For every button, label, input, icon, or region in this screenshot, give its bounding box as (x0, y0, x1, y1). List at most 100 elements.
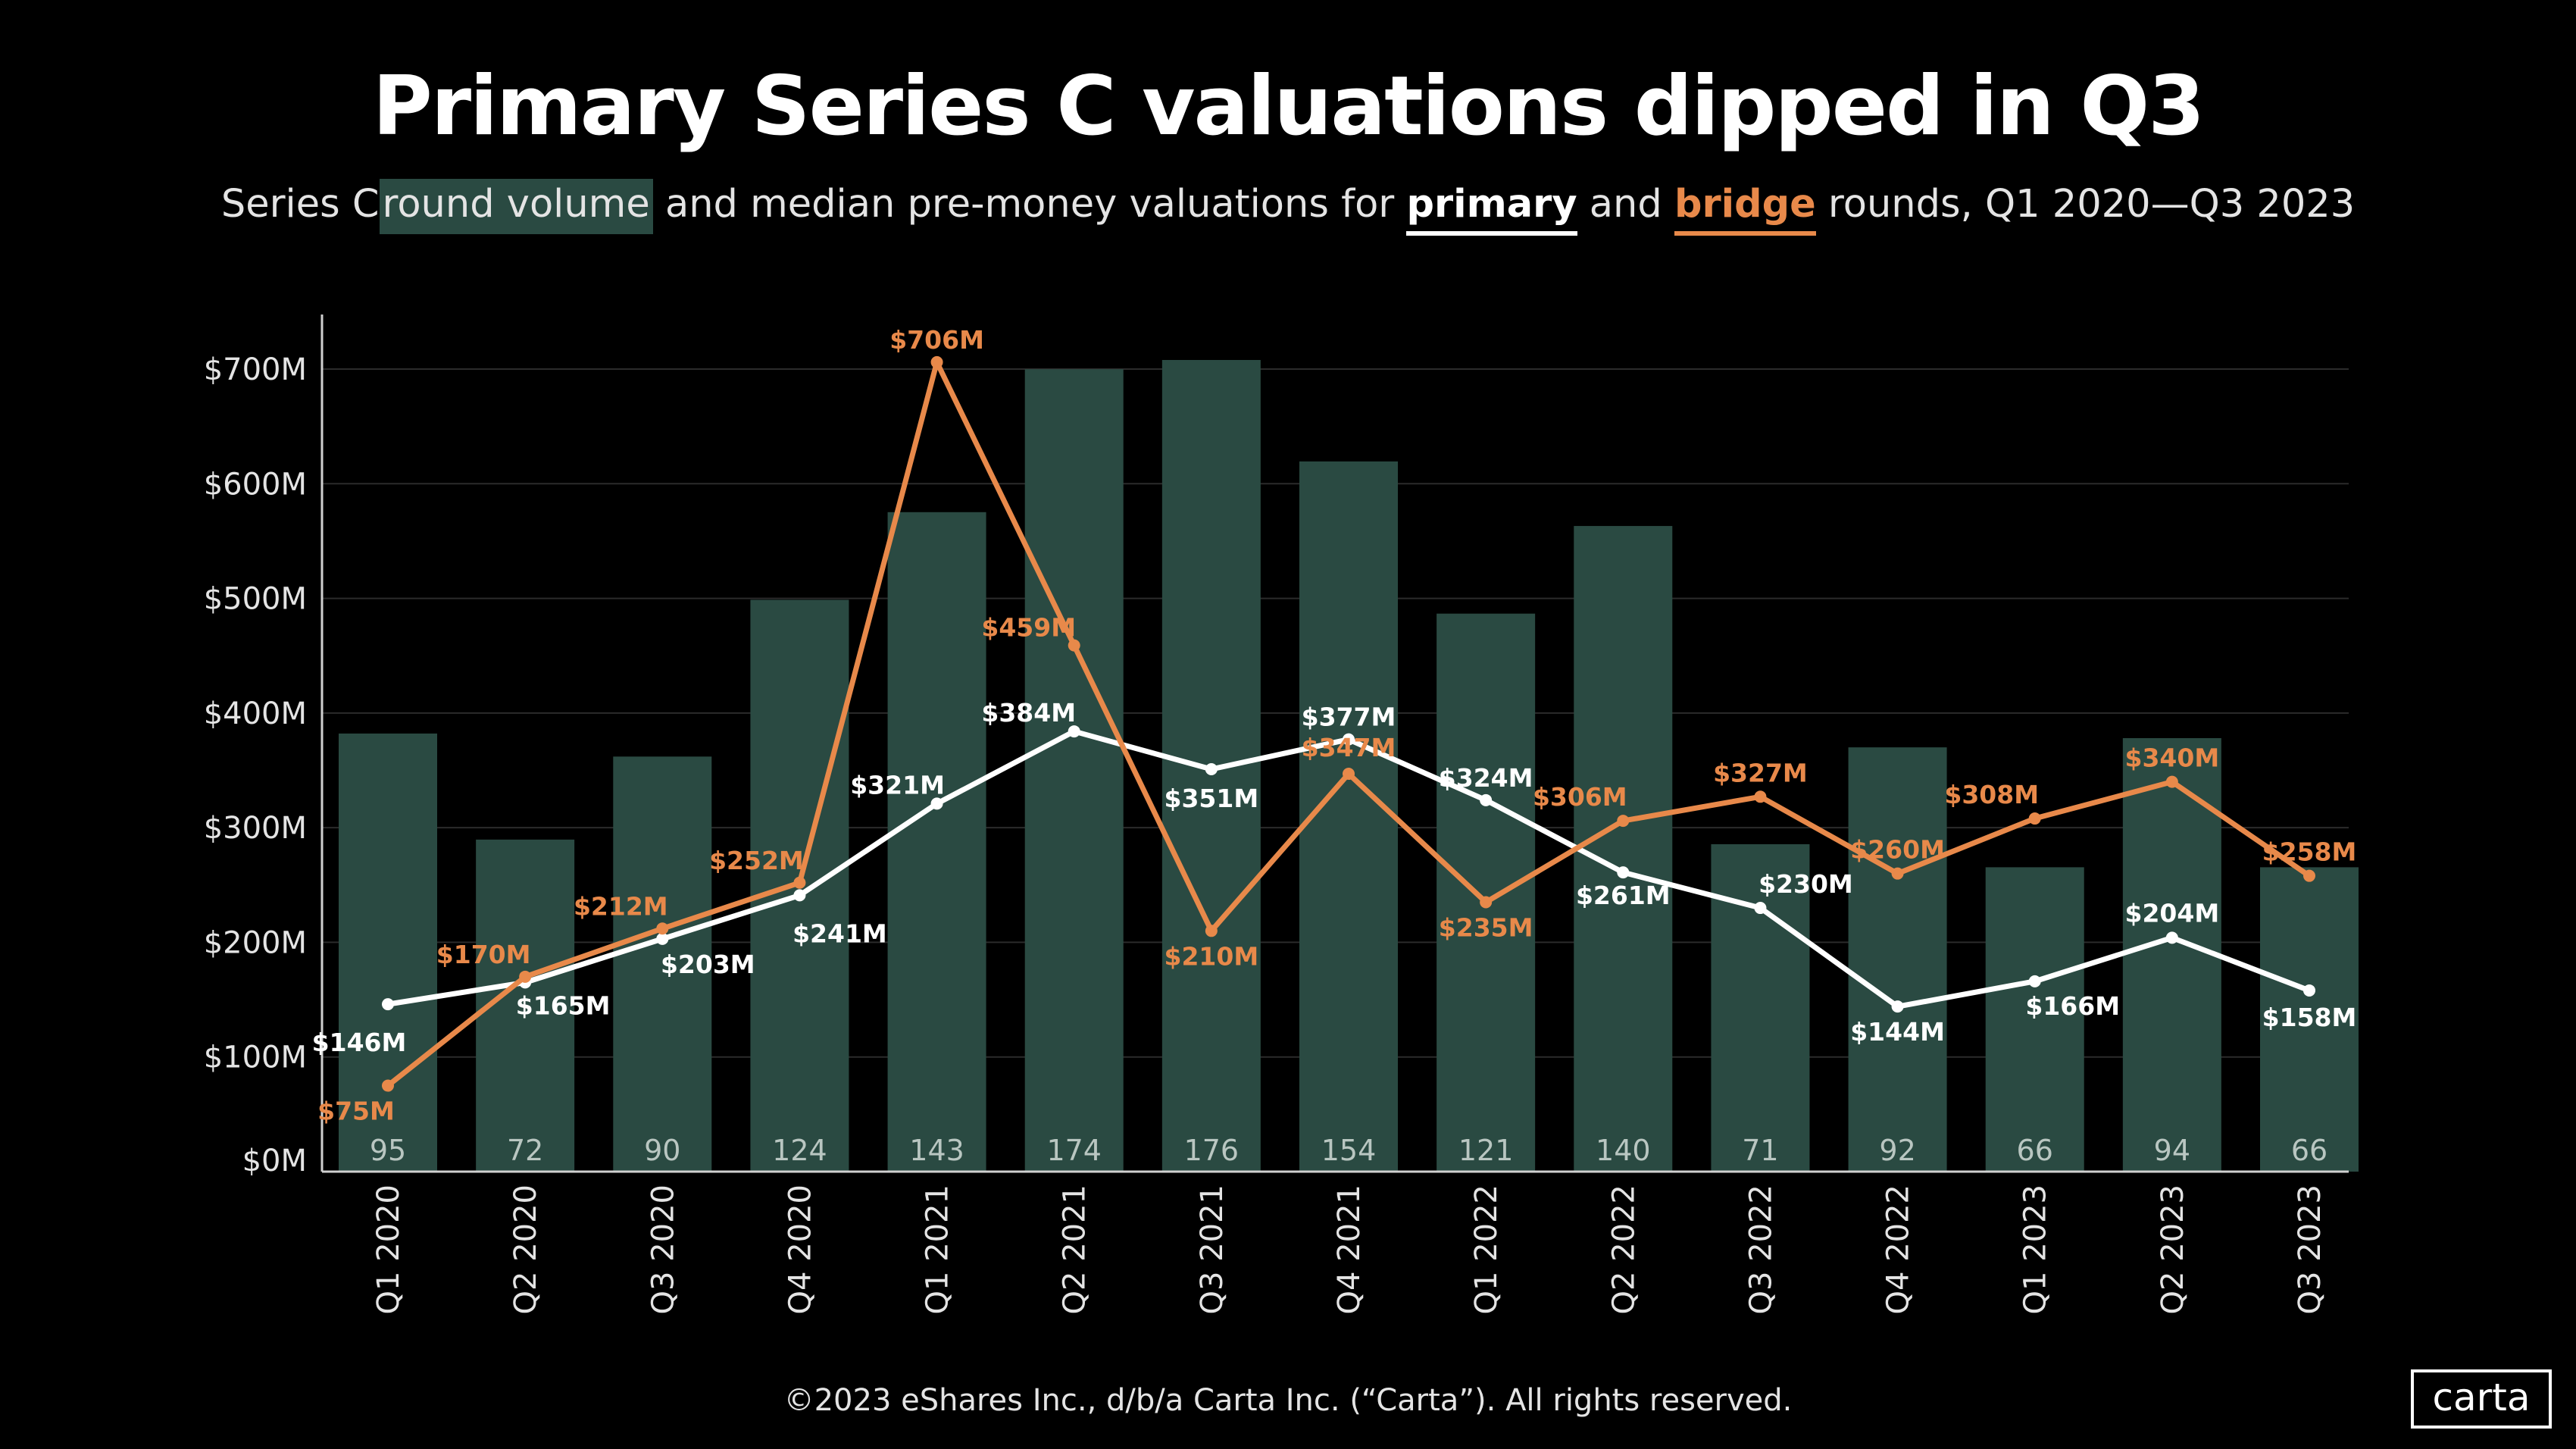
x-tick-label: Q2 2020 (508, 1185, 543, 1314)
primary-point (1068, 725, 1080, 738)
bridge-point (1343, 768, 1355, 781)
volume-bar (2122, 737, 2221, 1172)
primary-data-label: $384M (981, 698, 1076, 728)
subtitle-suffix: rounds, Q1 2020—Q3 2023 (1827, 182, 2356, 227)
volume-count-label: 143 (909, 1134, 964, 1167)
x-tick-label: Q4 2021 (1332, 1185, 1367, 1314)
x-tick-label: Q4 2020 (783, 1185, 818, 1314)
bridge-data-label: $306M (1533, 782, 1627, 812)
primary-point (1891, 1000, 1904, 1013)
primary-data-label: $203M (661, 950, 755, 979)
primary-point (1754, 902, 1767, 915)
bridge-point (793, 876, 806, 889)
primary-data-label: $158M (2262, 1003, 2357, 1032)
bridge-point (1617, 815, 1630, 828)
bridge-point (2303, 869, 2315, 882)
bridge-data-label: $459M (981, 613, 1076, 643)
primary-point (656, 932, 669, 945)
bridge-data-label: $340M (2125, 743, 2220, 773)
bridge-data-label: $210M (1165, 941, 1259, 971)
bridge-data-label: $308M (1944, 780, 2039, 809)
bridge-data-label: $260M (1850, 835, 1945, 865)
volume-count-label: 174 (1046, 1134, 1102, 1167)
bridge-point (1754, 790, 1767, 803)
primary-data-label: $321M (850, 770, 945, 800)
volume-count-label: 66 (2291, 1134, 2327, 1167)
bridge-point (1891, 867, 1904, 880)
volume-count-label: 140 (1596, 1134, 1651, 1167)
bridge-data-label: $258M (2262, 837, 2357, 867)
x-tick-label: Q3 2020 (646, 1185, 680, 1314)
bridge-point (1068, 639, 1080, 652)
bridge-point (2165, 775, 2178, 788)
primary-data-label: $230M (1758, 869, 1853, 899)
y-tick-label: $200M (204, 925, 307, 960)
volume-bar (1848, 747, 1947, 1172)
primary-data-label: $351M (1165, 784, 1259, 813)
primary-data-label: $146M (312, 1028, 407, 1057)
x-tick-label: Q1 2021 (921, 1185, 955, 1314)
volume-count-label: 90 (644, 1134, 680, 1167)
chart-subtitle: Series Cround volume and median pre-mone… (0, 179, 2576, 236)
x-tick-label: Q2 2022 (1606, 1185, 1641, 1314)
x-tick-label: Q1 2020 (371, 1185, 406, 1314)
y-tick-label: $600M (204, 467, 307, 502)
volume-bar (2260, 867, 2359, 1172)
volume-count-label: 92 (1879, 1134, 1915, 1167)
volume-count-label: 72 (507, 1134, 543, 1167)
x-tick-label: Q2 2023 (2156, 1185, 2190, 1314)
subtitle-prefix: Series C (220, 182, 380, 227)
subtitle-bridge-legend: bridge (1674, 182, 1816, 236)
bridge-point (519, 970, 532, 983)
volume-count-label: 95 (370, 1134, 406, 1167)
volume-count-label: 154 (1321, 1134, 1377, 1167)
bridge-point (656, 922, 669, 935)
x-tick-label: Q1 2023 (2018, 1185, 2053, 1314)
y-tick-labels: $0M $100M $200M $300M $400M $500M $600M $700M (204, 352, 307, 1178)
bridge-data-label: $327M (1713, 758, 1808, 787)
y-tick-label: $100M (204, 1041, 307, 1075)
volume-bar (1436, 613, 1536, 1172)
x-tick-label: Q3 2021 (1195, 1185, 1230, 1314)
primary-point (382, 998, 394, 1011)
y-tick-label: $700M (204, 352, 307, 387)
primary-data-label: $241M (792, 919, 887, 948)
subtitle-middle: and median pre-money valuations for (664, 182, 1395, 227)
x-tick-label: Q3 2022 (1743, 1185, 1778, 1314)
data-labels: $146M $165M $203M $241M $321M $384M $351M $377M… (312, 325, 2357, 1126)
copyright-footer: ©2023 eShares Inc., d/b/a Carta Inc. (“C… (783, 1383, 1793, 1418)
y-tick-label: $400M (204, 696, 307, 731)
volume-bar (339, 733, 437, 1172)
primary-data-label: $166M (2025, 991, 2120, 1021)
volume-count-label: 124 (772, 1134, 827, 1167)
bridge-data-label: $212M (574, 891, 668, 921)
bridge-point (2028, 812, 2041, 825)
subtitle-and: and (1589, 182, 1662, 227)
x-tick-label: Q2 2021 (1058, 1185, 1093, 1314)
volume-bar (1574, 526, 1673, 1172)
volume-bar (1299, 461, 1398, 1172)
primary-point (1205, 762, 1218, 775)
volume-bar (613, 756, 712, 1172)
y-tick-label: $0M (242, 1144, 307, 1178)
bridge-point (382, 1079, 394, 1092)
y-tick-label: $300M (204, 811, 307, 846)
x-tick-label: Q3 2023 (2293, 1185, 2327, 1314)
series-lines (382, 355, 2315, 1092)
primary-point (930, 797, 943, 810)
primary-point (2028, 975, 2041, 987)
bridge-data-label: $75M (317, 1097, 395, 1126)
primary-data-label: $204M (2125, 898, 2220, 928)
subtitle-volume-highlight: round volume (379, 179, 653, 234)
volume-bar (1024, 369, 1124, 1172)
primary-data-label: $377M (1302, 703, 1396, 732)
primary-data-label: $324M (1439, 763, 1533, 793)
volume-count-label: 121 (1458, 1134, 1514, 1167)
primary-point (2303, 984, 2315, 997)
chart-title: Primary Series C valuations dipped in Q3 (372, 59, 2206, 154)
bridge-point (930, 355, 943, 368)
x-tick-labels: Q1 2020 Q2 2020 Q3 2020 Q4 2020 Q1 2021 Q2 20… (371, 1185, 2327, 1314)
primary-point (1617, 866, 1630, 879)
volume-count-label: 66 (2017, 1134, 2053, 1167)
